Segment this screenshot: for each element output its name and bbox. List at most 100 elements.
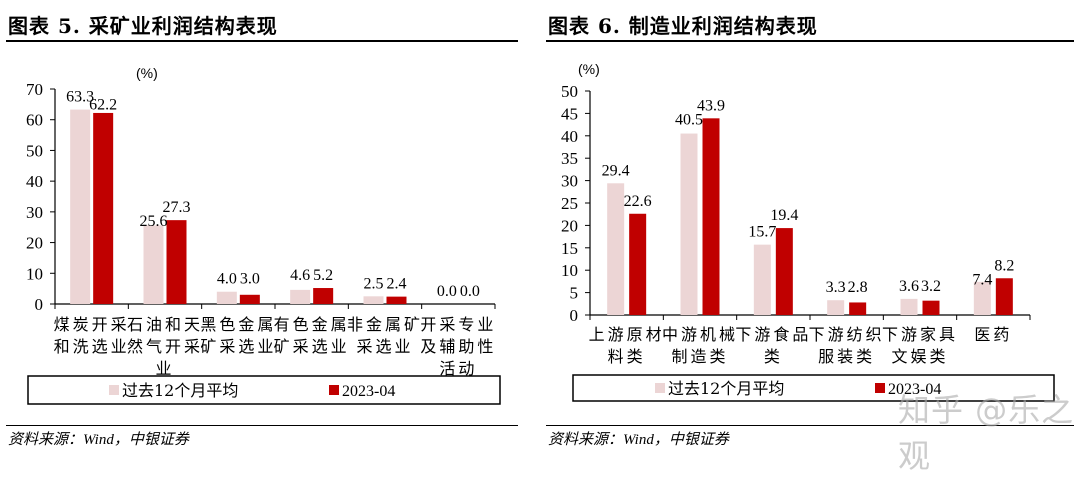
- y-tick-label: 60: [26, 111, 43, 130]
- x-category-label: 类: [764, 347, 783, 366]
- x-category-label: 料类: [608, 347, 646, 366]
- y-tick-label: 0: [35, 295, 44, 314]
- x-category-label: 业: [155, 359, 174, 378]
- bar-avg: [607, 183, 625, 315]
- y-tick-label: 25: [561, 194, 578, 213]
- y-tick-label: 50: [26, 141, 43, 160]
- x-category-label: 制造类: [671, 347, 728, 366]
- x-category-label: 矿采选业: [274, 337, 350, 356]
- bar-current: [386, 296, 407, 304]
- data-label-avg: 15.7: [748, 224, 776, 241]
- y-tick-label: 40: [561, 127, 578, 146]
- bar-current: [995, 278, 1013, 315]
- x-category-label: 下游纺织: [809, 325, 885, 344]
- x-category-label: 石油和天: [127, 315, 203, 334]
- source-rule: [546, 425, 1074, 426]
- y-tick-label: 45: [561, 104, 578, 123]
- x-category-label: 和洗选业: [54, 337, 130, 356]
- x-category-label: 及辅助性: [420, 337, 496, 356]
- bar-avg: [973, 281, 991, 315]
- legend-label-avg: 过去12个月平均: [122, 381, 238, 400]
- data-label-current: 22.6: [624, 193, 652, 210]
- legend-swatch-avg: [655, 383, 665, 393]
- bar-current: [922, 300, 940, 315]
- y-tick-label: 20: [561, 216, 578, 235]
- data-label-avg: 63.3: [66, 89, 94, 106]
- y-tick-label: 70: [26, 80, 43, 99]
- bar-current: [239, 294, 260, 304]
- y-tick-label: 35: [561, 149, 578, 168]
- bar-current: [93, 112, 114, 304]
- chart-panel-manufacturing: 图表 6. 制造业利润结构表现 (%) 0 5 10 15 20 25 30 35 40 45 50 2…: [540, 0, 1080, 452]
- chart-title: 图表 6. 制造业利润结构表现: [548, 14, 818, 38]
- legend-label-current: 2023-04: [888, 381, 941, 398]
- bar-avg: [753, 244, 771, 315]
- x-category-label: 下游家具: [882, 325, 958, 344]
- y-tick-label: 20: [26, 234, 43, 253]
- source-note: 资料来源：Wind，中银证券: [548, 432, 729, 448]
- y-tick-label: 15: [561, 239, 578, 258]
- legend-swatch-current: [875, 383, 885, 393]
- source-rule: [6, 425, 518, 426]
- x-category-label: 服装类: [818, 347, 875, 366]
- data-label-current: 8.2: [994, 257, 1014, 274]
- bar-avg: [143, 225, 164, 304]
- data-label-avg: 29.4: [602, 162, 630, 179]
- bar-avg: [827, 300, 845, 315]
- bar-current: [166, 220, 187, 304]
- y-tick-label: 10: [561, 261, 578, 280]
- x-category-label: 下游食品: [735, 325, 811, 344]
- data-label-current: 3.0: [240, 271, 260, 288]
- data-label-avg: 4.6: [290, 267, 310, 284]
- data-label-avg: 3.3: [826, 279, 846, 296]
- data-label-avg: 25.6: [140, 213, 168, 230]
- legend-label-avg: 过去12个月平均: [668, 379, 784, 398]
- y-tick-label: 30: [26, 203, 43, 222]
- x-category-label: 然气开采: [127, 337, 203, 356]
- y-tick-label: 30: [561, 172, 578, 191]
- data-label-avg: 3.6: [899, 278, 919, 295]
- x-category-label: 中游机械: [662, 325, 738, 344]
- legend-box: [27, 375, 501, 405]
- y-tick-label: 50: [561, 82, 578, 101]
- bar-current: [775, 228, 793, 315]
- data-label-current: 0.0: [460, 283, 480, 300]
- data-label-current: 2.8: [848, 279, 868, 296]
- data-label-avg: 7.4: [972, 271, 992, 288]
- bar-avg: [70, 109, 91, 304]
- x-category-label: 上游原材: [589, 325, 665, 344]
- y-tick-label: 0: [570, 306, 579, 325]
- chart-panel-mining: 图表 5. 采矿业利润结构表现 (%) 0 10 20 30 40 50 60 70 63.3 62…: [0, 0, 540, 452]
- source-note: 资料来源：Wind，中银证券: [8, 432, 189, 448]
- bar-avg: [900, 298, 918, 315]
- legend-swatch-current: [329, 385, 339, 395]
- y-tick-label: 5: [570, 284, 579, 303]
- y-tick-label: 10: [26, 264, 43, 283]
- bar-current: [702, 118, 720, 315]
- x-category-label: 煤炭开采: [54, 315, 130, 334]
- bar-avg: [216, 291, 237, 304]
- legend-label-current: 2023-04: [342, 383, 395, 400]
- watermark: 知乎 @乐之观: [898, 391, 1075, 475]
- legend-swatch-avg: [109, 385, 119, 395]
- chart-title: 图表 5. 采矿业利润结构表现: [8, 14, 278, 38]
- title-rule: [6, 40, 518, 42]
- data-label-current: 62.2: [89, 97, 117, 114]
- bar-avg: [290, 289, 311, 304]
- data-label-current: 2.4: [387, 275, 407, 292]
- y-tick-label: 40: [26, 172, 43, 191]
- data-label-avg: 0.0: [437, 283, 457, 300]
- data-label-avg: 40.5: [675, 111, 703, 128]
- legend-box: [572, 374, 1055, 402]
- bar-current: [313, 288, 334, 304]
- bar-avg: [680, 133, 698, 315]
- data-label-avg: 2.5: [364, 275, 384, 292]
- x-category-label: 医药: [974, 325, 1012, 344]
- bar-current: [629, 213, 647, 315]
- x-category-label: 有色金属: [274, 315, 350, 334]
- x-category-label: 黑色金属: [200, 315, 276, 334]
- unit-label: (%): [136, 65, 158, 81]
- title-rule: [546, 40, 1074, 42]
